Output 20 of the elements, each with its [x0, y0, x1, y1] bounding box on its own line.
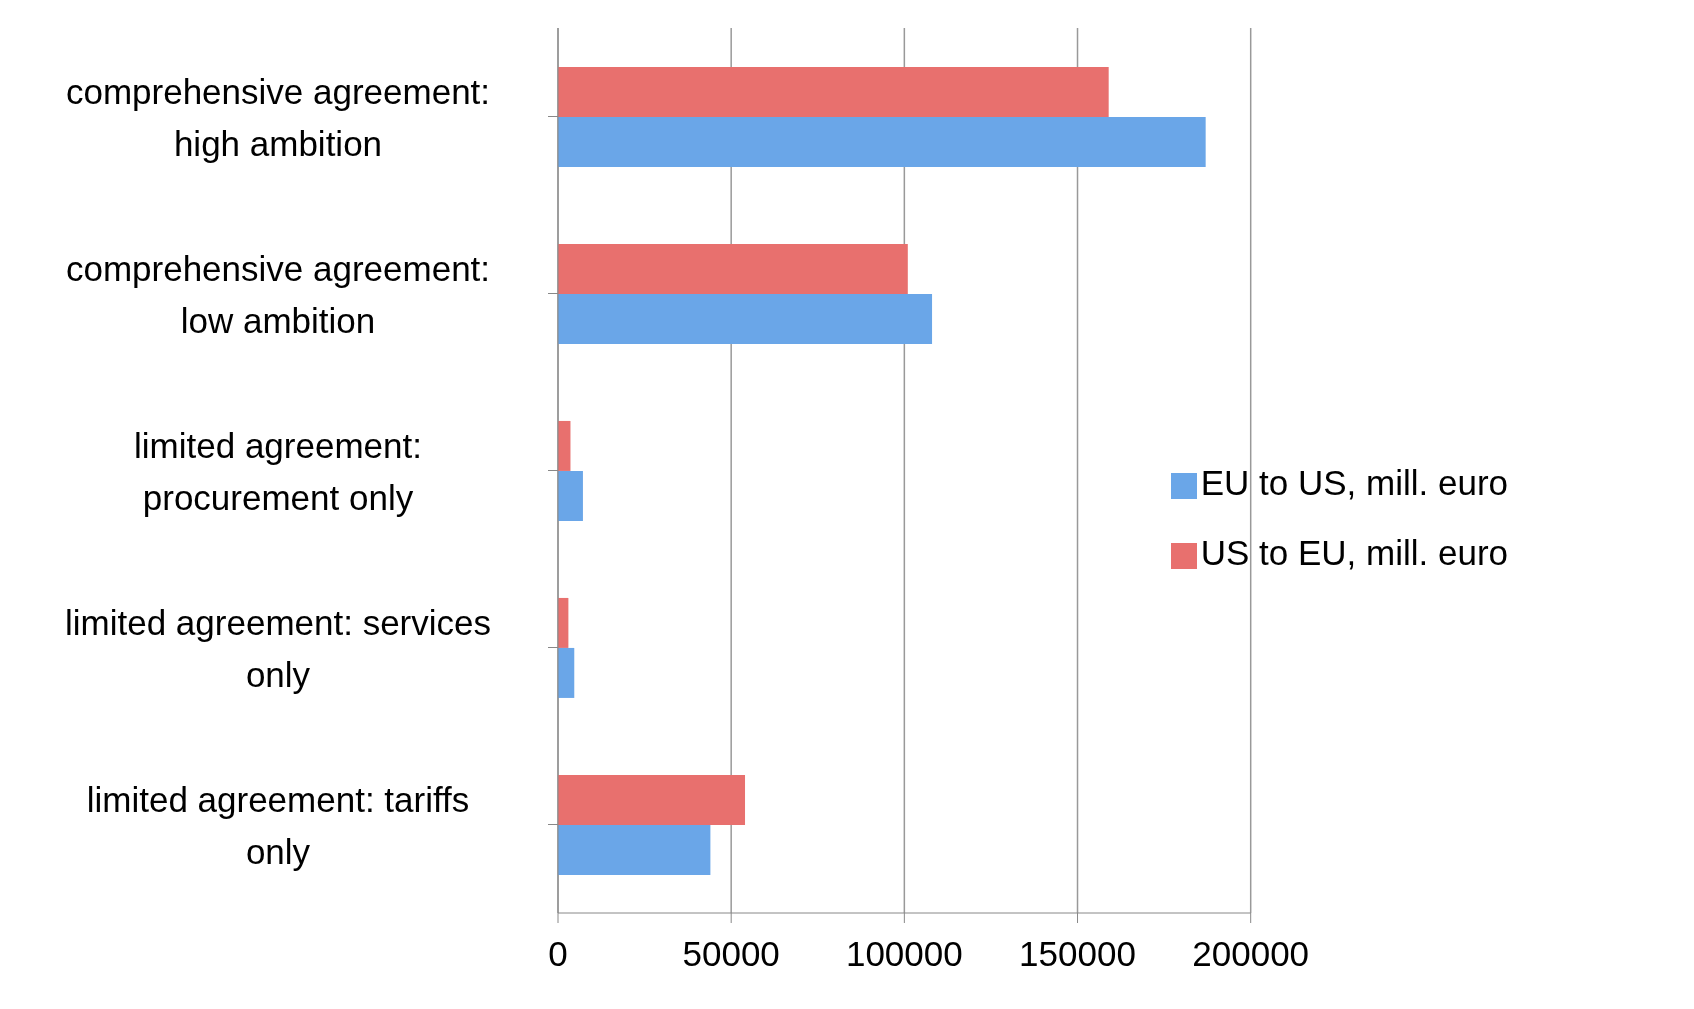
y-tick-label: limited agreement: tariffs only [86, 779, 470, 870]
bar [558, 243, 908, 294]
y-tick-label: limited agreement: services only [65, 602, 491, 693]
bar [558, 824, 711, 875]
bar [558, 470, 583, 521]
y-tick-label: comprehensive agreement: low ambition [65, 248, 491, 339]
x-tick-label: 100000 [845, 933, 963, 973]
x-tick-label: 50000 [682, 933, 780, 973]
x-tick-label: 0 [548, 933, 568, 973]
bar [558, 647, 575, 698]
legend-label: US to EU, mill. euro [1200, 533, 1508, 572]
y-tick-label: limited agreement: procurement only [134, 425, 422, 516]
bar [558, 116, 1206, 167]
y-tick-label: comprehensive agreement: high ambition [65, 71, 491, 162]
bar [558, 293, 933, 344]
bar [558, 66, 1109, 117]
x-tick-label: 150000 [1019, 933, 1136, 973]
x-tick-label: 200000 [1192, 933, 1310, 973]
bar [558, 774, 746, 825]
legend-label: EU to US, mill. euro [1200, 463, 1508, 502]
